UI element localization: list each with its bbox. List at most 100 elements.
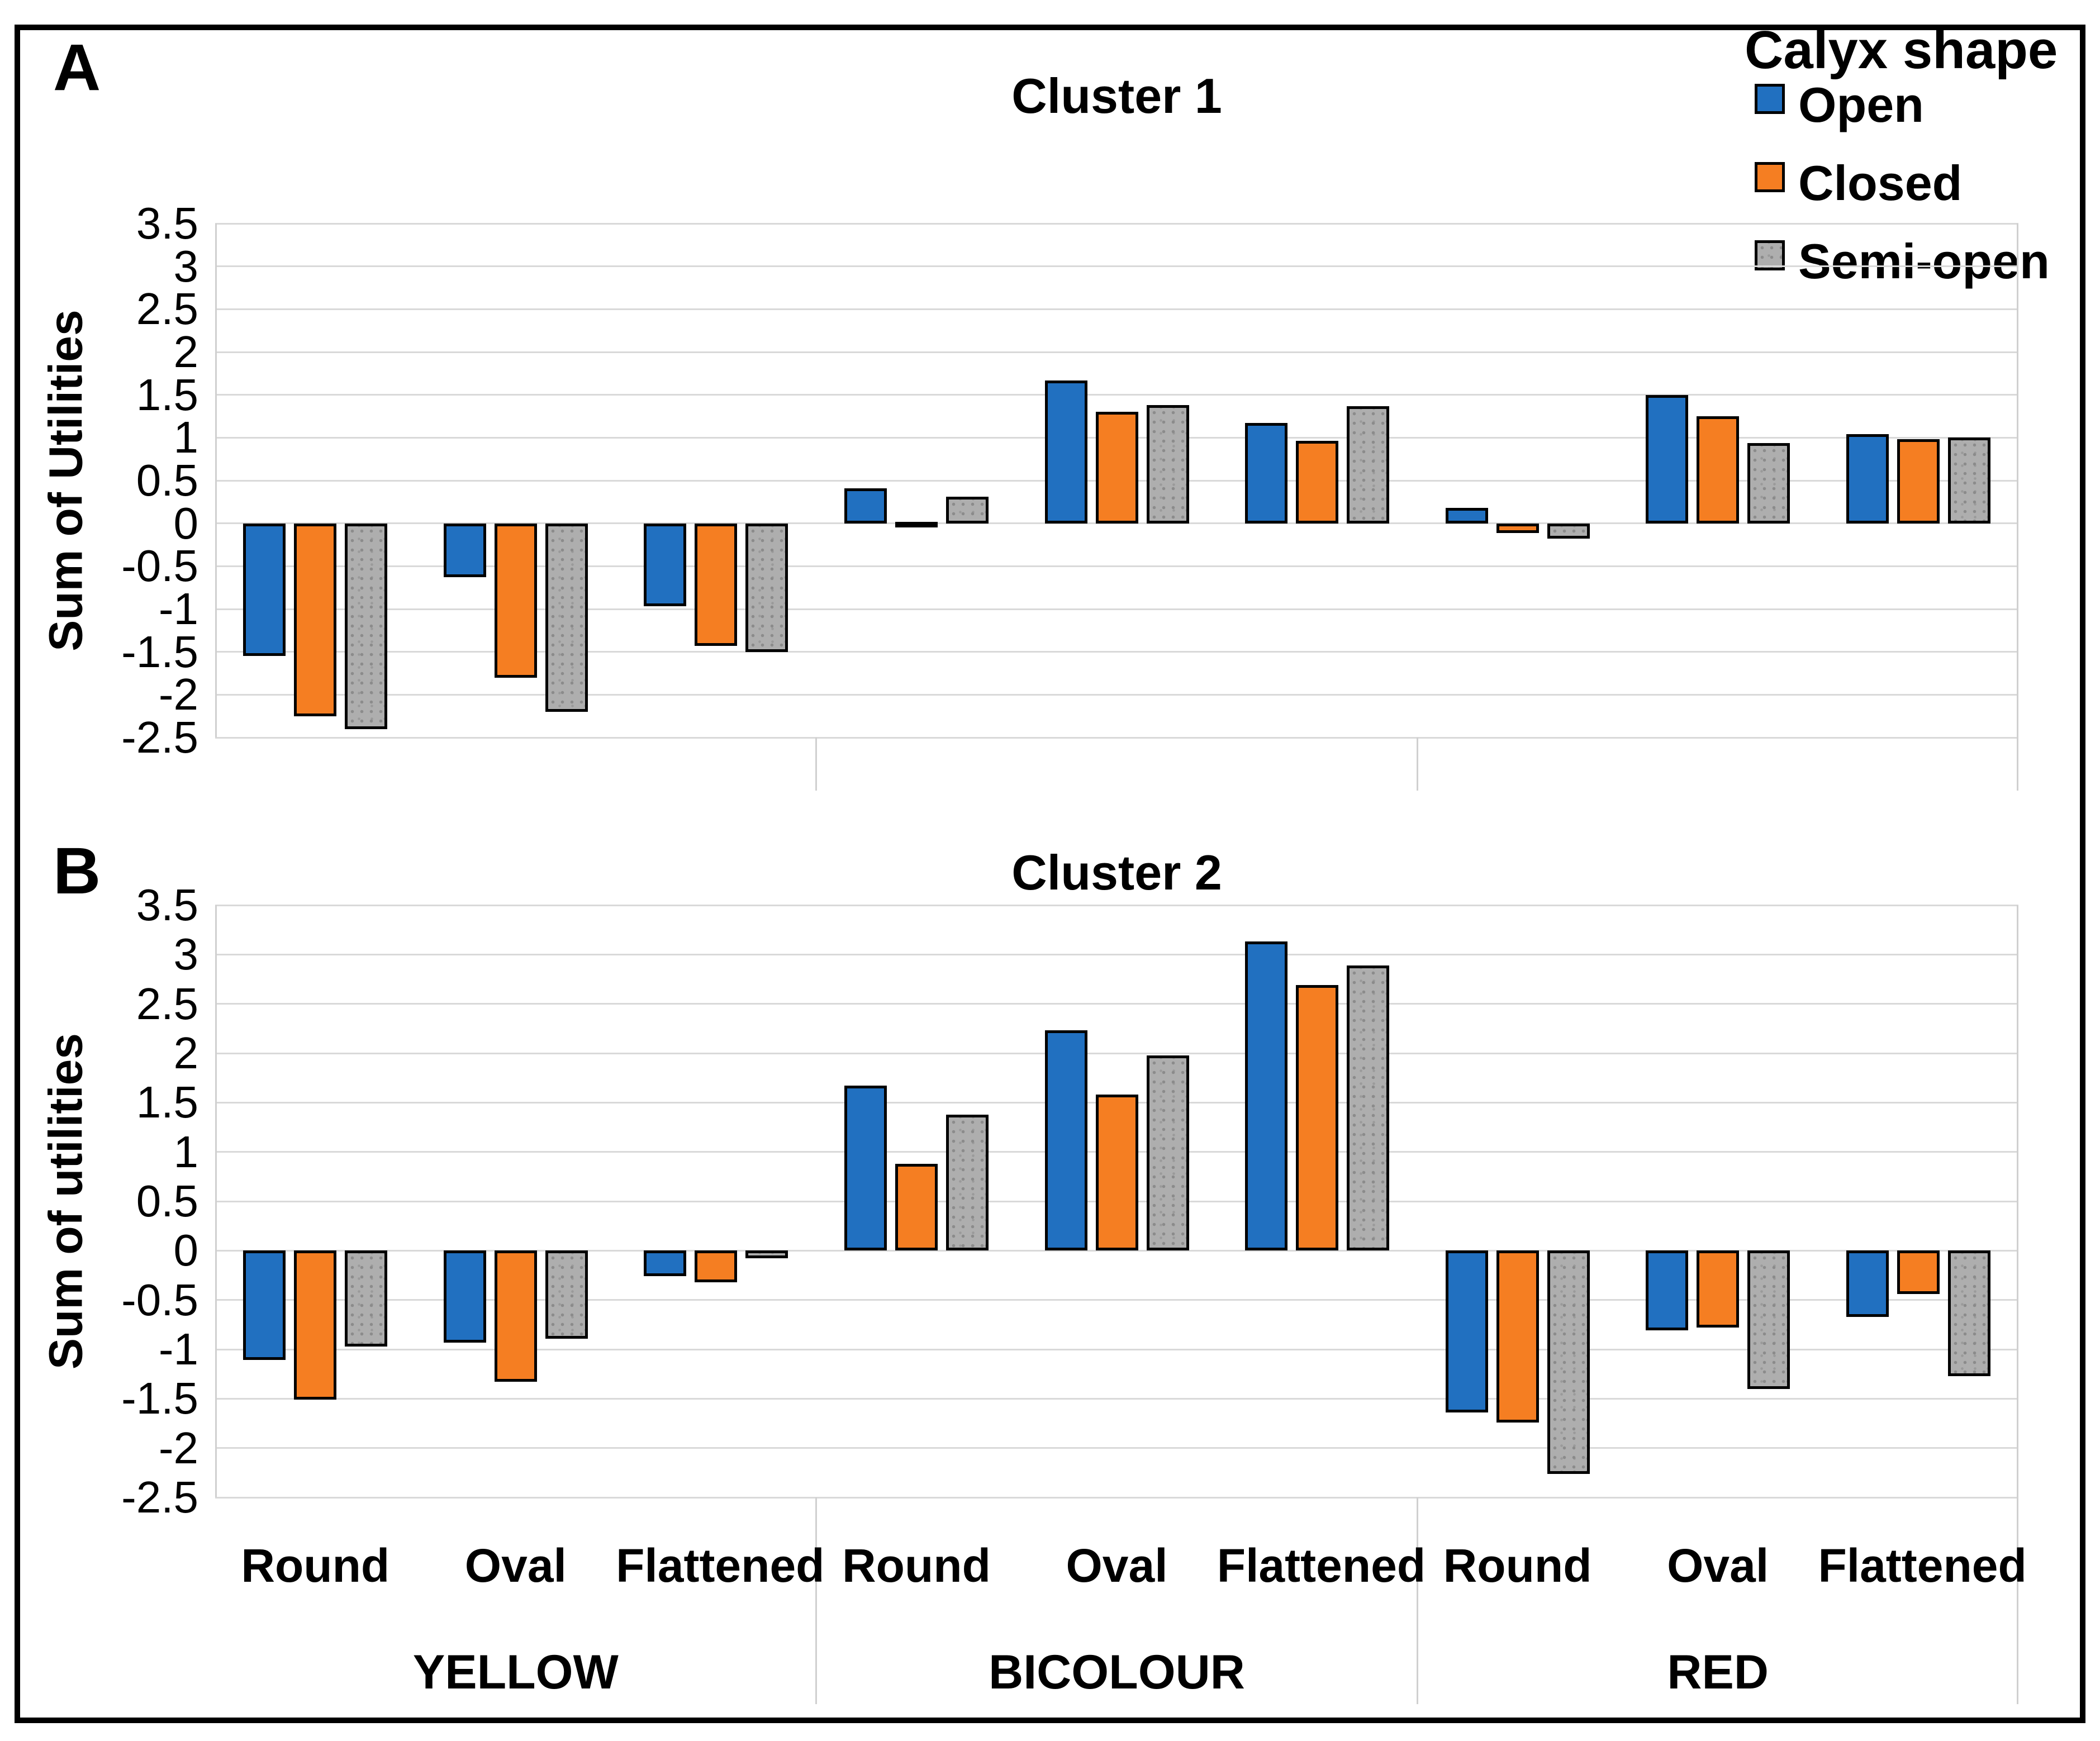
gridline (215, 736, 2018, 739)
bar-cluster-1-red-round-semi-open (1547, 523, 1590, 539)
bar-cluster-1-red-oval-semi-open (1747, 443, 1790, 524)
bar-cluster-1-yellow-round-semi-open (345, 523, 388, 729)
bar-cluster-2-bicolour-round-open (844, 1086, 887, 1251)
gridline (215, 394, 2018, 396)
bar-cluster-2-bicolour-round-semi-open (946, 1114, 989, 1251)
legend-item-label: Semi-open (1798, 234, 2050, 289)
gridline (215, 1299, 2018, 1301)
bar-cluster-1-bicolour-round-closed (895, 521, 938, 527)
bar-cluster-2-yellow-flattened-closed (695, 1250, 738, 1282)
legend-swatch-semi-open-icon (1755, 240, 1785, 270)
bar-cluster-2-yellow-oval-closed (494, 1250, 537, 1382)
y-tick-label: -2.5 (121, 1472, 198, 1522)
bar-cluster-2-red-flattened-open (1846, 1250, 1889, 1317)
bar-cluster-2-red-oval-closed (1697, 1250, 1740, 1328)
bar-cluster-2-bicolour-flattened-open (1245, 941, 1288, 1251)
gridline (215, 265, 2018, 268)
x-category-label: Oval (464, 1539, 567, 1592)
bar-cluster-1-red-round-open (1445, 508, 1488, 524)
x-category-label: Round (1443, 1539, 1592, 1592)
y-tick-label: -1 (158, 1324, 198, 1374)
bar-cluster-1-red-oval-closed (1697, 416, 1740, 524)
bar-cluster-2-yellow-round-closed (294, 1250, 337, 1400)
bar-cluster-1-red-oval-open (1646, 394, 1689, 524)
legend-item-label: Closed (1798, 155, 1963, 211)
bar-cluster-1-red-flattened-open (1846, 434, 1889, 524)
bar-cluster-1-bicolour-round-open (844, 488, 887, 524)
category-separator (815, 1497, 818, 1704)
gridline (215, 608, 2018, 610)
bar-cluster-2-bicolour-flattened-semi-open (1347, 965, 1390, 1251)
legend-item-label: Open (1798, 77, 1924, 132)
y-tick-label: 2.5 (136, 284, 198, 334)
gridline (215, 1348, 2018, 1350)
y-tick-label: -2 (158, 1423, 198, 1473)
bar-cluster-2-yellow-oval-open (443, 1250, 486, 1343)
bar-cluster-1-bicolour-oval-open (1044, 380, 1087, 524)
bar-cluster-2-bicolour-oval-closed (1095, 1095, 1138, 1251)
bar-cluster-2-red-round-closed (1496, 1250, 1539, 1423)
bar-cluster-1-yellow-flattened-open (644, 523, 687, 607)
gridline (215, 308, 2018, 310)
bar-cluster-1-yellow-oval-semi-open (545, 523, 588, 712)
gridline (215, 565, 2018, 567)
bar-cluster-1-bicolour-oval-closed (1095, 412, 1138, 524)
bar-cluster-1-red-flattened-semi-open (1947, 437, 1990, 524)
x-category-label: Round (842, 1539, 991, 1592)
y-tick-label: -0.5 (121, 1274, 198, 1325)
bar-cluster-2-red-oval-semi-open (1747, 1250, 1790, 1389)
x-category-label: Round (241, 1539, 390, 1592)
y-tick-label: 3 (173, 241, 199, 291)
bar-cluster-1-yellow-round-open (243, 523, 286, 657)
y-tick-label: 0.5 (136, 1176, 198, 1226)
y-tick-label: 1 (173, 412, 199, 463)
gridline (215, 904, 2018, 906)
bar-cluster-2-red-flattened-semi-open (1947, 1250, 1990, 1376)
panel-b-letter: B (53, 834, 101, 908)
gridline (215, 222, 2018, 225)
legend-title: Calyx shape (1745, 20, 2058, 80)
y-tick-label: 1.5 (136, 369, 198, 420)
y-tick-label: 2 (173, 327, 199, 377)
x-category-label: Flattened (616, 1539, 825, 1592)
plot-left-border (215, 905, 217, 1497)
bar-cluster-2-bicolour-oval-semi-open (1146, 1055, 1189, 1251)
category-separator (1416, 1497, 1418, 1704)
legend-swatch-closed-icon (1755, 162, 1785, 192)
bar-cluster-2-red-flattened-closed (1897, 1250, 1940, 1295)
y-tick-label: -2.5 (121, 712, 198, 762)
x-group-label: YELLOW (412, 1645, 619, 1699)
gridline (215, 1397, 2018, 1400)
bar-cluster-1-yellow-oval-open (443, 523, 486, 578)
gridline (215, 1496, 2018, 1499)
plot-left-border (215, 223, 217, 738)
category-separator (1416, 738, 1418, 791)
legend-swatch-open-icon (1755, 84, 1785, 114)
panel-b-title: Cluster 2 (1011, 845, 1222, 900)
bar-cluster-1-red-flattened-closed (1897, 439, 1940, 524)
y-tick-label: 3 (173, 929, 199, 979)
bar-cluster-1-bicolour-flattened-closed (1296, 441, 1339, 524)
panel-a-title: Cluster 1 (1011, 68, 1222, 123)
y-tick-label: 0.5 (136, 455, 198, 505)
bar-cluster-1-red-round-closed (1496, 523, 1539, 533)
gridline (215, 351, 2018, 353)
y-tick-label: -1.5 (121, 1373, 198, 1424)
bar-cluster-2-yellow-round-open (243, 1250, 286, 1361)
x-category-label: Flattened (1217, 1539, 1426, 1592)
bar-cluster-1-yellow-oval-closed (494, 523, 537, 678)
bar-cluster-1-bicolour-round-semi-open (946, 497, 989, 524)
x-category-label: Oval (1667, 1539, 1769, 1592)
bar-cluster-1-bicolour-flattened-open (1245, 423, 1288, 524)
bar-cluster-1-yellow-flattened-semi-open (745, 523, 788, 652)
bar-cluster-2-bicolour-round-closed (895, 1163, 938, 1251)
y-tick-label: 0 (173, 1225, 199, 1276)
bar-cluster-2-red-round-semi-open (1547, 1250, 1590, 1474)
plot-right-border (2017, 223, 2018, 791)
gridline (215, 693, 2018, 696)
y-tick-label: 3.5 (136, 880, 198, 930)
y-tick-label: 1.5 (136, 1077, 198, 1128)
panel-a-letter: A (53, 31, 101, 104)
gridline (215, 1249, 2018, 1252)
